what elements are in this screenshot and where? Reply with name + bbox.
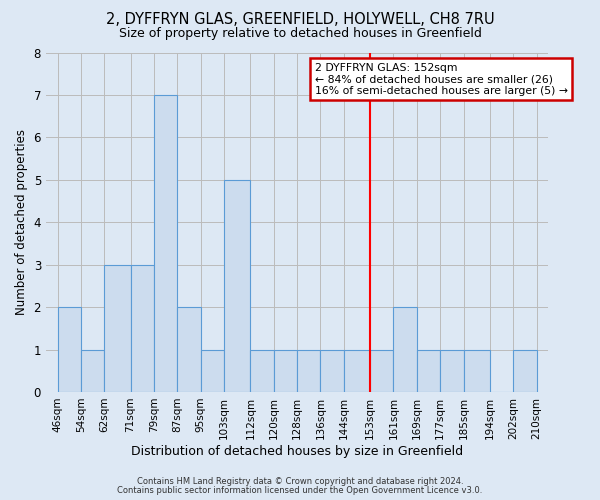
Bar bbox=[131, 264, 154, 392]
Bar bbox=[464, 350, 490, 392]
Text: Size of property relative to detached houses in Greenfield: Size of property relative to detached ho… bbox=[119, 28, 481, 40]
Bar bbox=[370, 350, 394, 392]
Bar bbox=[417, 350, 440, 392]
Text: 2 DYFFRYN GLAS: 152sqm
← 84% of detached houses are smaller (26)
16% of semi-det: 2 DYFFRYN GLAS: 152sqm ← 84% of detached… bbox=[314, 62, 568, 96]
Text: 2, DYFFRYN GLAS, GREENFIELD, HOLYWELL, CH8 7RU: 2, DYFFRYN GLAS, GREENFIELD, HOLYWELL, C… bbox=[106, 12, 494, 28]
Y-axis label: Number of detached properties: Number of detached properties bbox=[15, 129, 28, 315]
Bar bbox=[154, 95, 178, 392]
Bar bbox=[274, 350, 297, 392]
Bar bbox=[320, 350, 344, 392]
Bar bbox=[513, 350, 536, 392]
Text: Contains HM Land Registry data © Crown copyright and database right 2024.: Contains HM Land Registry data © Crown c… bbox=[137, 477, 463, 486]
Bar bbox=[58, 307, 81, 392]
Bar bbox=[200, 350, 224, 392]
Bar bbox=[81, 350, 104, 392]
Bar bbox=[250, 350, 274, 392]
Bar bbox=[394, 307, 417, 392]
Bar bbox=[178, 307, 200, 392]
Bar bbox=[440, 350, 464, 392]
X-axis label: Distribution of detached houses by size in Greenfield: Distribution of detached houses by size … bbox=[131, 444, 463, 458]
Text: Contains public sector information licensed under the Open Government Licence v3: Contains public sector information licen… bbox=[118, 486, 482, 495]
Bar bbox=[104, 264, 131, 392]
Bar bbox=[224, 180, 250, 392]
Bar bbox=[344, 350, 370, 392]
Bar bbox=[297, 350, 320, 392]
